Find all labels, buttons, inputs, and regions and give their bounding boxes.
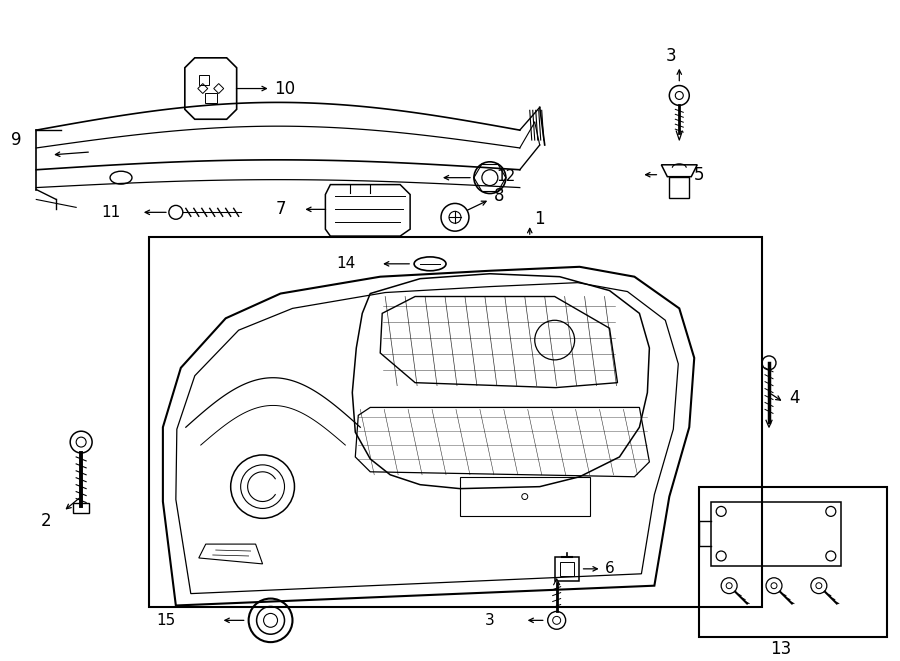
Text: 9: 9 bbox=[11, 131, 22, 149]
Text: 13: 13 bbox=[770, 640, 792, 658]
Text: 5: 5 bbox=[694, 166, 705, 184]
Bar bbox=[73, 504, 89, 514]
Text: 8: 8 bbox=[494, 188, 504, 206]
Bar bbox=[148, 237, 762, 607]
Bar bbox=[670, 176, 689, 198]
Bar bbox=[199, 75, 209, 85]
Bar bbox=[205, 93, 217, 103]
Bar bbox=[699, 486, 886, 637]
Text: 15: 15 bbox=[157, 613, 176, 628]
Text: 3: 3 bbox=[666, 47, 677, 65]
Text: 11: 11 bbox=[102, 205, 121, 220]
Text: 2: 2 bbox=[40, 512, 51, 530]
Text: 14: 14 bbox=[336, 256, 356, 271]
Text: 4: 4 bbox=[789, 389, 799, 407]
Text: 12: 12 bbox=[496, 169, 515, 184]
Text: 7: 7 bbox=[275, 200, 286, 218]
Bar bbox=[560, 562, 573, 576]
Bar bbox=[711, 502, 841, 566]
Text: 6: 6 bbox=[605, 561, 615, 576]
Text: 1: 1 bbox=[534, 210, 544, 228]
Text: 10: 10 bbox=[274, 79, 296, 98]
Bar bbox=[460, 477, 590, 516]
Bar bbox=[554, 557, 579, 581]
Text: 3: 3 bbox=[485, 613, 495, 628]
